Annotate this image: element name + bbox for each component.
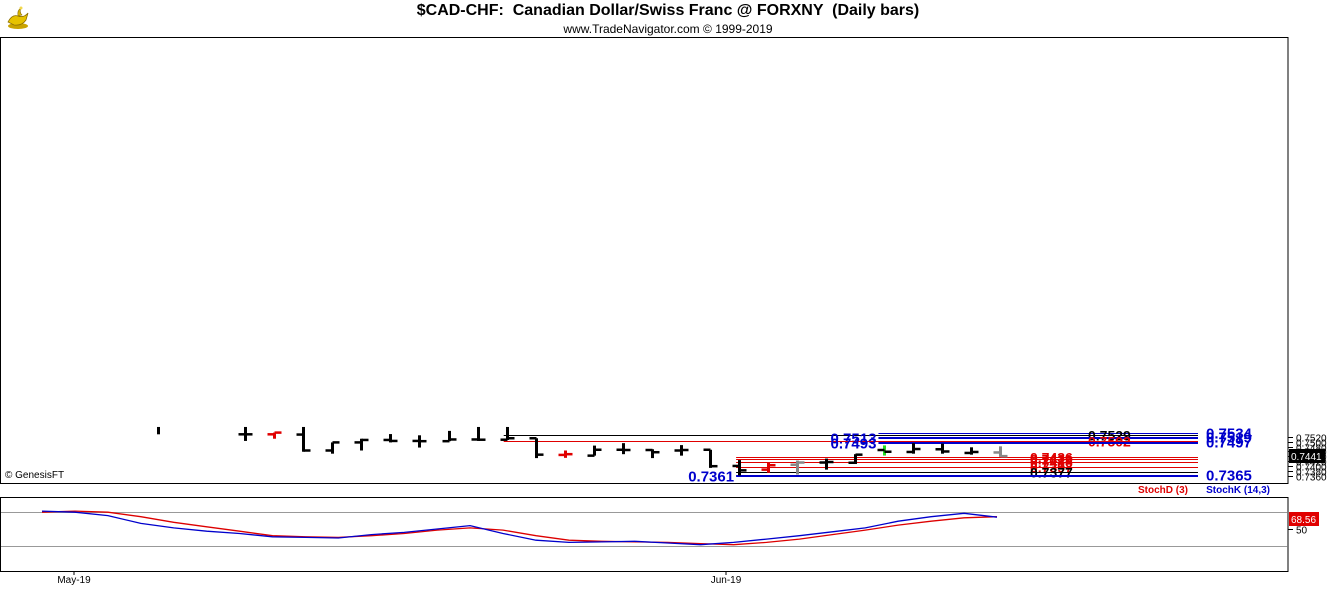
oscillator-panel: 50 StochD (3) StochK (14,3) 68.56 xyxy=(0,485,1319,572)
ohlc-bar xyxy=(790,460,805,475)
oscillator-tick-label: 50 xyxy=(1296,526,1308,537)
oscillator-frame xyxy=(0,497,1289,572)
time-tick-label: Jun-19 xyxy=(711,575,742,586)
ohlc-bar xyxy=(848,453,863,465)
price-tick-label: 0.7380 xyxy=(1296,468,1327,479)
ohlc-bar xyxy=(587,445,602,457)
ohlc-bar xyxy=(732,460,747,476)
ohlc-bar xyxy=(906,443,921,454)
chart-title: $CAD-CHF: Canadian Dollar/Swiss Franc @ … xyxy=(416,2,920,19)
ohlc-bar xyxy=(645,448,660,459)
level-label: 0.7397 xyxy=(1030,460,1073,476)
level-label: 0.7534 xyxy=(1206,426,1253,443)
ohlc-bar xyxy=(964,447,979,455)
price-tick-label: 0.7500 xyxy=(1296,439,1327,450)
time-axis: May-19 Jun-19 xyxy=(57,571,742,586)
ohlc-bar xyxy=(993,446,1008,458)
price-levels: 0.7534 0.7529 0.7519 0.7513 0.7502 0.7497 0.74… xyxy=(503,426,1253,486)
price-tick-label: 0.7360 xyxy=(1296,473,1327,484)
oscillator-last-box xyxy=(1289,512,1319,526)
series-line xyxy=(41,510,998,546)
oscillator-last-label: 68.56 xyxy=(1291,515,1316,526)
level-label: 0.7519 xyxy=(1206,430,1252,447)
price-tick-label: 0.7400 xyxy=(1296,463,1327,474)
level-label: 0.7513 xyxy=(831,431,877,448)
ohlc-bar xyxy=(819,458,834,470)
ohlc-bar xyxy=(267,431,282,439)
last-price-label: 0.7441 xyxy=(1291,452,1322,463)
ohlc-bar xyxy=(442,430,457,443)
ohlc-bar xyxy=(529,436,544,459)
chart-subtitle: www.TradeNavigator.com © 1999-2019 xyxy=(563,22,773,36)
level-label: 0.7377 xyxy=(1030,465,1073,481)
ohlc-bar xyxy=(471,426,486,441)
ohlc-bar xyxy=(616,443,631,455)
level-label: 0.7429 xyxy=(1030,452,1073,468)
chart-header: $CAD-CHF: Canadian Dollar/Swiss Franc @ … xyxy=(0,0,1336,37)
level-label: 0.7365 xyxy=(1206,468,1252,485)
ohlc-bar xyxy=(383,434,398,443)
genie-lamp-icon xyxy=(7,6,29,29)
series-line xyxy=(41,510,998,546)
ohlc-bar xyxy=(877,445,892,456)
credit-label: © GenesisFT xyxy=(5,470,64,481)
ohlc-bar xyxy=(674,445,689,456)
ohlc-bar xyxy=(325,441,340,454)
ohlc-bar xyxy=(296,426,311,452)
time-tick-label: May-19 xyxy=(57,575,91,586)
level-label: 0.7497 xyxy=(1206,435,1252,452)
ohlc-bar xyxy=(412,435,427,448)
level-label: 0.7361 xyxy=(688,469,734,486)
ohlc-bar xyxy=(354,438,369,451)
ohlc-bars xyxy=(157,426,1008,476)
level-label: 0.7529 xyxy=(1088,428,1131,444)
price-panel: © GenesisFT xyxy=(0,37,1289,484)
ohlc-bar xyxy=(761,462,776,473)
ohlc-bar xyxy=(935,443,950,454)
last-price-box xyxy=(1289,449,1325,463)
price-axis: 0.73600.73800.74000.74200.74400.74600.74… xyxy=(1288,434,1327,484)
level-label: 0.7436 xyxy=(1030,450,1073,466)
level-label: 0.7493 xyxy=(831,436,877,453)
level-label: 0.7502 xyxy=(1088,434,1131,450)
ohlc-bar xyxy=(238,426,253,441)
ohlc-bar xyxy=(558,450,573,458)
ohlc-bar xyxy=(500,426,515,441)
legend-stochd: StochD (3) xyxy=(1138,485,1188,496)
legend-stochk: StochK (14,3) xyxy=(1206,485,1270,496)
ohlc-bar xyxy=(703,448,718,468)
price-panel-frame xyxy=(0,37,1289,484)
level-label: 0.7416 xyxy=(1030,455,1073,471)
price-tick-label: 0.7520 xyxy=(1296,434,1327,445)
